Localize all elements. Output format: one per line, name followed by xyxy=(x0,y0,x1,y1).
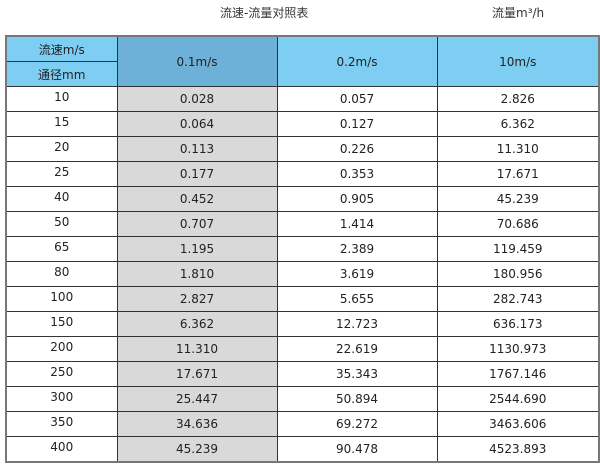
flow-cell: 0.353 xyxy=(276,161,438,187)
flow-cell: 34.636 xyxy=(116,411,278,437)
header-row: 流速m/s 0.1m/s 0.2m/s 10m/s xyxy=(5,35,600,87)
diameter-cell: 100 xyxy=(5,286,118,312)
flow-cell: 0.028 xyxy=(116,86,278,112)
column-header-10: 10m/s xyxy=(436,35,600,87)
table-row: 15 0.064 0.127 6.362 xyxy=(5,111,600,137)
flow-cell: 1.414 xyxy=(276,211,438,237)
table-row: 400 45.239 90.478 4523.893 xyxy=(5,436,600,463)
flow-cell: 2544.690 xyxy=(436,386,600,412)
flow-cell: 1130.973 xyxy=(436,336,600,362)
flow-cell: 0.177 xyxy=(116,161,278,187)
flow-cell: 282.743 xyxy=(436,286,600,312)
table-row: 250 17.671 35.343 1767.146 xyxy=(5,361,600,387)
flow-cell: 11.310 xyxy=(436,136,600,162)
diameter-cell: 65 xyxy=(5,236,118,262)
diameter-cell: 20 xyxy=(5,136,118,162)
table-row: 150 6.362 12.723 636.173 xyxy=(5,311,600,337)
table-row: 50 0.707 1.414 70.686 xyxy=(5,211,600,237)
diameter-cell: 50 xyxy=(5,211,118,237)
flow-cell: 45.239 xyxy=(116,436,278,463)
flow-cell: 0.113 xyxy=(116,136,278,162)
flow-cell: 180.956 xyxy=(436,261,600,287)
flow-cell: 6.362 xyxy=(436,111,600,137)
flow-cell: 70.686 xyxy=(436,211,600,237)
flow-cell: 25.447 xyxy=(116,386,278,412)
table-row: 10 0.028 0.057 2.826 xyxy=(5,86,600,112)
flow-cell: 90.478 xyxy=(276,436,438,463)
table-row: 65 1.195 2.389 119.459 xyxy=(5,236,600,262)
flow-cell: 1.195 xyxy=(116,236,278,262)
column-header-0.2: 0.2m/s xyxy=(276,35,438,87)
flow-cell: 2.826 xyxy=(436,86,600,112)
diameter-cell: 15 xyxy=(5,111,118,137)
diameter-cell: 25 xyxy=(5,161,118,187)
flow-cell: 0.127 xyxy=(276,111,438,137)
table-row: 200 11.310 22.619 1130.973 xyxy=(5,336,600,362)
diameter-cell: 10 xyxy=(5,86,118,112)
diameter-cell: 250 xyxy=(5,361,118,387)
diameter-cell: 400 xyxy=(5,436,118,463)
flow-cell: 3463.606 xyxy=(436,411,600,437)
diameter-cell: 350 xyxy=(5,411,118,437)
table-row: 350 34.636 69.272 3463.606 xyxy=(5,411,600,437)
flow-cell: 1767.146 xyxy=(436,361,600,387)
table-row: 25 0.177 0.353 17.671 xyxy=(5,161,600,187)
table-row: 80 1.810 3.619 180.956 xyxy=(5,261,600,287)
diameter-header: 通径mm xyxy=(5,61,118,87)
table-row: 40 0.452 0.905 45.239 xyxy=(5,186,600,212)
flow-cell: 22.619 xyxy=(276,336,438,362)
flow-cell: 2.389 xyxy=(276,236,438,262)
flow-cell: 69.272 xyxy=(276,411,438,437)
flow-cell: 0.057 xyxy=(276,86,438,112)
diameter-cell: 80 xyxy=(5,261,118,287)
flow-cell: 2.827 xyxy=(116,286,278,312)
flow-cell: 0.905 xyxy=(276,186,438,212)
column-header-0.1: 0.1m/s xyxy=(116,35,278,87)
flow-cell: 6.362 xyxy=(116,311,278,337)
flow-cell: 0.707 xyxy=(116,211,278,237)
velocity-header: 流速m/s xyxy=(5,35,118,62)
diameter-cell: 300 xyxy=(5,386,118,412)
velocity-flow-table: 流速m/s 0.1m/s 0.2m/s 10m/s 通径mm 10 0.028 0.… xyxy=(5,35,600,463)
flow-cell: 5.655 xyxy=(276,286,438,312)
diameter-cell: 150 xyxy=(5,311,118,337)
table-row: 100 2.827 5.655 282.743 xyxy=(5,286,600,312)
table-row: 20 0.113 0.226 11.310 xyxy=(5,136,600,162)
flow-cell: 636.173 xyxy=(436,311,600,337)
flow-cell: 35.343 xyxy=(276,361,438,387)
flow-cell: 3.619 xyxy=(276,261,438,287)
flow-cell: 17.671 xyxy=(116,361,278,387)
table-row: 300 25.447 50.894 2544.690 xyxy=(5,386,600,412)
flow-cell: 0.226 xyxy=(276,136,438,162)
flow-cell: 0.064 xyxy=(116,111,278,137)
table-title: 流速-流量对照表 xyxy=(220,6,309,20)
diameter-cell: 40 xyxy=(5,186,118,212)
flow-cell: 17.671 xyxy=(436,161,600,187)
flow-cell: 12.723 xyxy=(276,311,438,337)
flow-cell: 119.459 xyxy=(436,236,600,262)
flow-cell: 11.310 xyxy=(116,336,278,362)
flow-unit-label: 流量m³/h xyxy=(492,6,545,20)
flow-cell: 1.810 xyxy=(116,261,278,287)
flow-cell: 4523.893 xyxy=(436,436,600,463)
flow-cell: 50.894 xyxy=(276,386,438,412)
flow-cell: 0.452 xyxy=(116,186,278,212)
diameter-cell: 200 xyxy=(5,336,118,362)
flow-cell: 45.239 xyxy=(436,186,600,212)
